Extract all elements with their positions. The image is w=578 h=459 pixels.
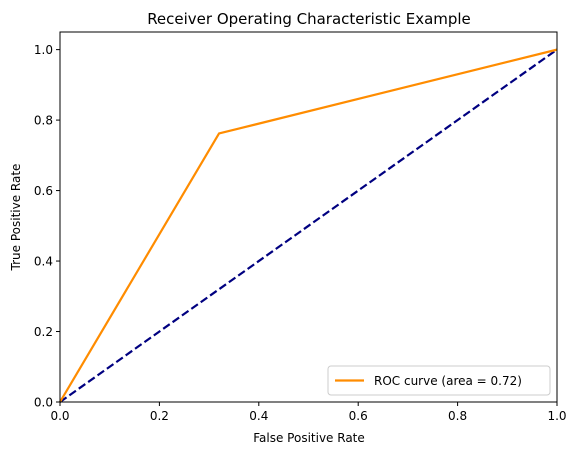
y-tick-label: 0.4 (34, 255, 53, 269)
x-tick-label: 0.0 (50, 409, 69, 423)
legend-label-roc-curve: ROC curve (area = 0.72) (374, 374, 522, 388)
legend-box (327, 365, 551, 396)
x-tick-label: 0.8 (448, 409, 467, 423)
axes-frame (59, 31, 558, 403)
x-tick-label: 0.6 (349, 409, 368, 423)
y-tick-label: 0.0 (34, 396, 53, 410)
chance-diagonal-line (59, 48, 558, 403)
x-tick-label: 0.2 (150, 409, 169, 423)
y-tick-label: 0.8 (34, 114, 53, 128)
x-axis-label: False Positive Rate (253, 431, 365, 445)
y-tick-label: 1.0 (34, 43, 53, 57)
x-axis-ticks: 0.0 0.2 0.4 0.6 0.8 1.0 (50, 402, 567, 423)
legend: ROC curve (area = 0.72) (327, 365, 551, 396)
y-axis-ticks: 0.0 0.2 0.4 0.6 0.8 1.0 (34, 43, 60, 410)
roc-curve-line (59, 48, 558, 403)
x-tick-label: 0.4 (249, 409, 268, 423)
y-axis-label: True Positive Rate (9, 164, 23, 272)
x-tick-label: 1.0 (547, 409, 566, 423)
y-tick-label: 0.6 (34, 184, 53, 198)
chart-title: Receiver Operating Characteristic Exampl… (147, 10, 471, 28)
plot-area (59, 48, 558, 403)
y-tick-label: 0.2 (34, 325, 53, 339)
